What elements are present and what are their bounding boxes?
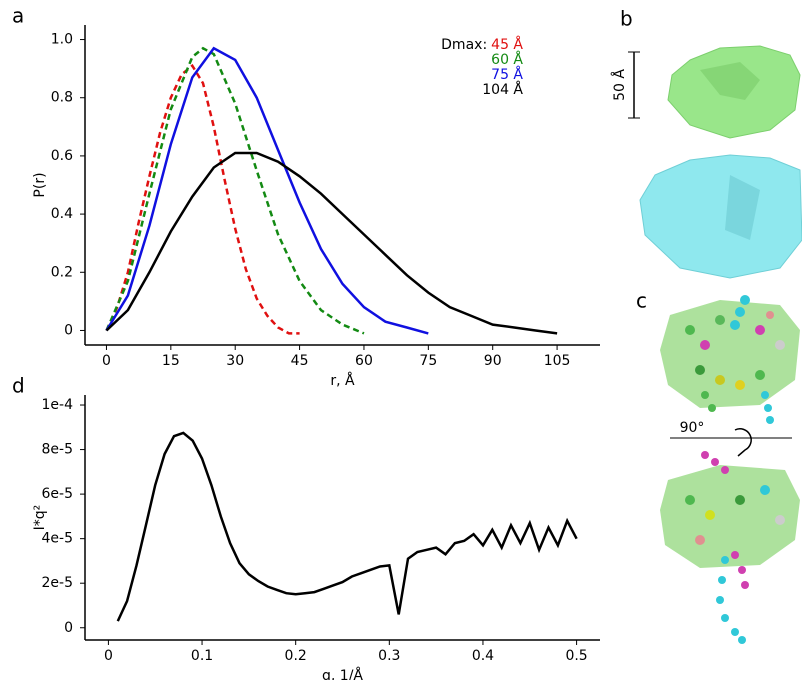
x-tick-label: 45 [291,353,309,369]
y-tick-label: 1e-4 [42,397,74,413]
series-line [105,63,300,335]
x-tick-label: 90 [484,353,502,369]
y-tick-label: 1.0 [51,32,73,48]
x-tick-label: 0 [102,353,111,369]
y-tick-label: 2e-5 [42,575,73,591]
legend-entry: 45 Å [491,36,523,53]
rotation-arrow [734,428,752,457]
envelope-shade [700,62,760,100]
y-tick-label: 0.4 [51,206,73,222]
envelope-cyan [639,154,802,279]
y-tick-label: 0 [64,322,73,338]
y-axis-label: P(r) [32,172,48,197]
scale-label: 50 Å [611,69,628,101]
y-tick-label: 0.2 [51,264,73,280]
series-line [105,46,365,335]
bead-model [685,295,785,424]
x-tick-label: 0.1 [191,648,213,664]
x-tick-label: 0.3 [378,648,400,664]
legend-entry: 75 Å [491,66,523,83]
panel-label: d [12,374,25,398]
x-tick-label: 0.4 [472,648,494,664]
legend-entry: 60 Å [491,51,523,68]
y-tick-label: 8e-5 [42,442,73,458]
series-line [116,431,578,622]
series-line [105,151,558,335]
x-tick-label: 30 [226,353,244,369]
panel-label: a [12,4,24,28]
bead-model [685,451,785,644]
legend-title: Dmax: [441,37,487,53]
x-tick-label: 105 [544,353,571,369]
envelope-shade [725,175,760,240]
y-tick-label: 0.6 [51,148,73,164]
x-tick-label: 60 [355,353,373,369]
y-tick-label: 0 [64,620,73,636]
y-tick-label: 6e-5 [42,486,73,502]
panel-label: c [636,289,647,313]
panel-label: b [620,7,633,31]
x-axis-label: r, Å [330,372,355,389]
x-tick-label: 0.5 [565,648,587,664]
rotation-label: 90° [680,420,705,436]
x-tick-label: 75 [419,353,437,369]
x-tick-label: 0 [104,648,113,664]
series-line [105,46,429,335]
legend-entry: 104 Å [482,81,523,98]
scale-bar: 50 Å [611,51,640,119]
envelope-top [660,300,800,408]
x-tick-label: 0.2 [285,648,307,664]
x-axis-label: q, 1/Å [322,667,363,680]
y-tick-label: 0.8 [51,90,73,106]
x-tick-label: 15 [162,353,180,369]
y-tick-label: 4e-5 [42,531,73,547]
y-axis-label: I*q² [32,505,48,531]
